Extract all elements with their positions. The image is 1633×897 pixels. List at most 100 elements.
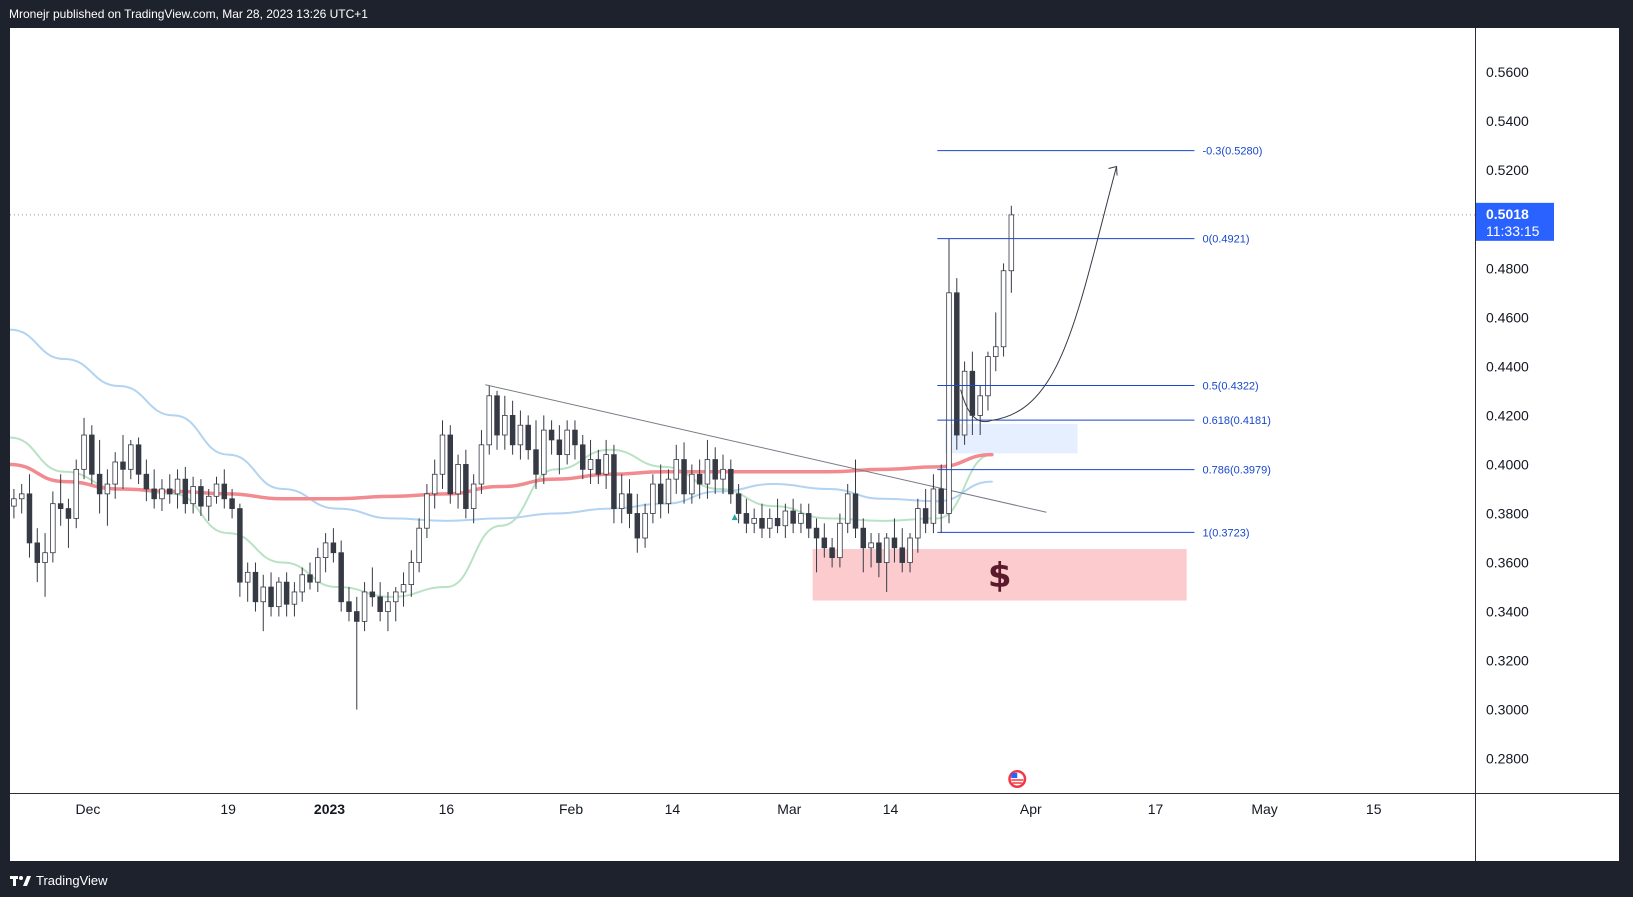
candle — [455, 454, 461, 509]
candle-body — [416, 527, 422, 563]
candle-body — [143, 473, 150, 490]
candle — [883, 533, 890, 592]
time-tick-label: 2023 — [314, 801, 345, 817]
candle — [844, 484, 851, 534]
candle — [299, 567, 305, 602]
tradingview-brand: TradingView — [0, 865, 400, 897]
ema-fast-line — [10, 436, 993, 598]
candle — [860, 518, 867, 573]
candle-body — [213, 483, 220, 497]
candle — [681, 442, 687, 504]
candle — [728, 459, 734, 504]
candle — [876, 533, 882, 578]
candle — [564, 420, 570, 465]
countdown-timer: 11:33:15 — [1486, 223, 1540, 239]
candle — [572, 420, 578, 460]
candle-body — [922, 508, 929, 524]
candle — [821, 523, 828, 558]
candle — [494, 390, 500, 450]
candle — [478, 430, 485, 494]
candle — [96, 439, 103, 514]
candle-body — [650, 483, 656, 514]
candle-body — [704, 459, 711, 485]
price-tick-label: 0.5200 — [1486, 162, 1529, 178]
candle-body — [307, 574, 313, 583]
candle — [244, 562, 251, 602]
last-price-value: 0.5018 — [1486, 206, 1529, 222]
candle-body — [556, 439, 563, 456]
candle — [260, 574, 266, 632]
candle-body — [517, 424, 524, 446]
candle — [338, 540, 344, 612]
candle-body — [930, 488, 937, 524]
candle-body — [18, 493, 25, 500]
time-tick-label: 14 — [665, 801, 681, 817]
candle — [112, 452, 118, 499]
candle — [868, 533, 874, 568]
candle-body — [276, 581, 282, 608]
candle — [618, 474, 625, 524]
candle-body — [642, 513, 648, 539]
time-tick-label: May — [1251, 801, 1277, 817]
candle-body — [860, 527, 867, 549]
candle-body — [907, 537, 913, 563]
candle-body — [977, 395, 983, 416]
candle-body — [502, 415, 508, 436]
brand-name: TradingView — [36, 873, 108, 888]
candle — [330, 528, 337, 563]
time-tick-label: 16 — [439, 801, 455, 817]
candle-body — [798, 513, 804, 524]
candle-body — [876, 542, 882, 563]
candle — [938, 464, 944, 534]
candle-body — [946, 292, 952, 514]
candle — [135, 437, 142, 485]
chart-area[interactable]: $ -0.3(0.5280) 0(0.4921) 0.5(0.4322) 0.618(0… — [10, 28, 1619, 861]
candle-body — [439, 434, 446, 475]
candle — [463, 449, 469, 519]
candle-body — [96, 473, 103, 495]
price-tick-label: 0.3800 — [1486, 505, 1529, 521]
candle — [470, 474, 477, 524]
candle — [237, 503, 243, 597]
time-tick-label: Mar — [777, 801, 801, 817]
candle-body — [73, 468, 79, 519]
candle — [595, 449, 602, 485]
candle — [704, 439, 711, 499]
candle — [190, 476, 196, 514]
candle-body — [774, 517, 781, 527]
price-tick-label: 0.5600 — [1486, 64, 1529, 80]
candle — [283, 572, 290, 617]
candle-body — [954, 292, 960, 436]
candle — [977, 385, 983, 436]
candle-body — [1008, 214, 1015, 272]
candle — [907, 533, 913, 573]
candle — [525, 415, 531, 460]
chart-background — [10, 28, 1619, 861]
candle-body — [89, 434, 95, 475]
chart-canvas[interactable]: $ -0.3(0.5280) 0(0.4921) 0.5(0.4322) 0.618(0… — [10, 28, 1619, 861]
candle-body — [26, 493, 33, 544]
candle-body — [790, 510, 796, 524]
candle-body — [969, 370, 976, 416]
candle — [743, 498, 750, 534]
candle-body — [494, 395, 500, 436]
candle-body — [837, 522, 843, 559]
candle — [689, 464, 695, 504]
time-tick-label: 19 — [220, 801, 236, 817]
tradingview-logo-icon — [10, 876, 31, 886]
candle — [198, 479, 204, 516]
candle — [73, 459, 79, 529]
candle — [385, 591, 391, 632]
candle — [774, 498, 781, 534]
candle — [354, 596, 360, 710]
candle-body — [315, 557, 321, 583]
candle-body — [470, 483, 477, 509]
candle — [346, 587, 352, 622]
candle-body — [915, 508, 921, 539]
candle — [167, 474, 173, 504]
candle-body — [611, 454, 617, 509]
candle-body — [229, 498, 235, 509]
candle — [57, 474, 64, 526]
candle — [673, 444, 680, 494]
candle-body — [283, 581, 290, 605]
